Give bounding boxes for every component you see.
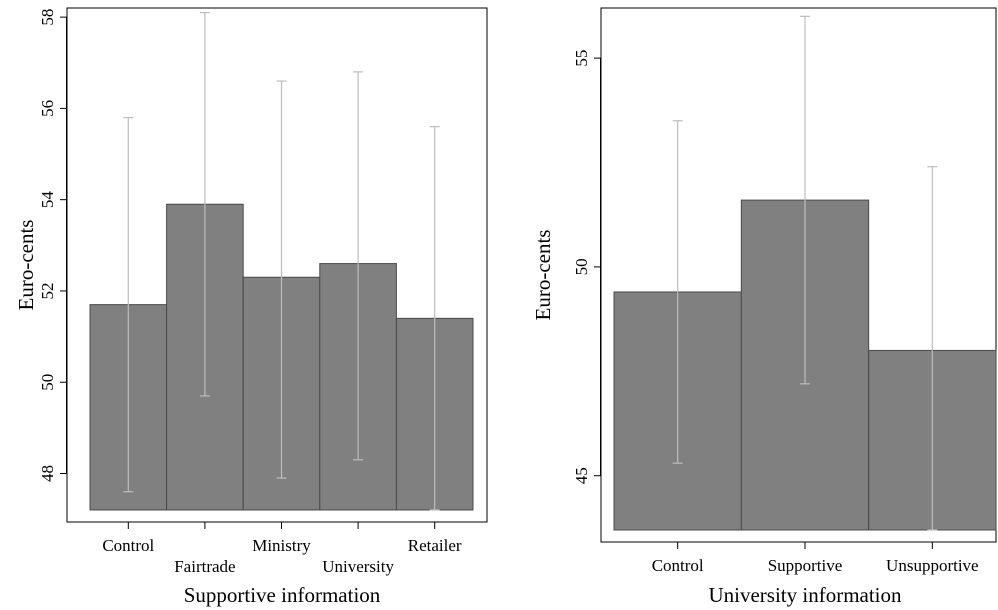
y-tick-label: 50: [572, 258, 591, 275]
y-tick-label: 48: [38, 465, 57, 482]
error-bar-retailer: [429, 126, 440, 511]
y-tick-label: 45: [572, 467, 591, 484]
error-bar-unsupportive: [927, 166, 938, 531]
error-bar-fairtrade: [199, 11, 210, 397]
x-axis-title-left: Supportive information: [184, 583, 381, 607]
x-tick-label: Ministry: [252, 536, 311, 555]
x-tick-label: Fairtrade: [174, 557, 235, 576]
error-bar-university: [353, 71, 364, 461]
chart-left: 48 50 52 54 56 58 Control Fairtrade Ministry Uni…: [14, 7, 488, 607]
x-axis-title-right: University information: [708, 583, 902, 607]
x-tick-label: Control: [102, 536, 154, 555]
y-axis-title-right: Euro-cents: [531, 230, 555, 321]
y-tick-label: 56: [38, 100, 57, 117]
y-axis-title-left: Euro-cents: [14, 220, 38, 311]
x-tick-label: Supportive: [768, 556, 843, 575]
y-tick-label: 54: [38, 191, 57, 209]
chart-right: 45 50 55 Control Supportive Unsupportive Eur…: [531, 7, 997, 607]
y-tick-label: 50: [38, 374, 57, 391]
error-bar-control: [123, 116, 134, 493]
y-tick-label: 55: [572, 50, 591, 67]
x-tick-label: Retailer: [408, 536, 462, 555]
error-bar-supportive: [800, 15, 810, 385]
y-tick-label: 52: [38, 282, 57, 299]
y-tick-label: 58: [38, 9, 57, 26]
x-tick-label: Unsupportive: [886, 556, 979, 575]
error-bar-control: [672, 120, 683, 464]
x-tick-label: University: [322, 557, 394, 576]
x-tick-label: Control: [652, 556, 704, 575]
error-bar-ministry: [276, 80, 287, 479]
